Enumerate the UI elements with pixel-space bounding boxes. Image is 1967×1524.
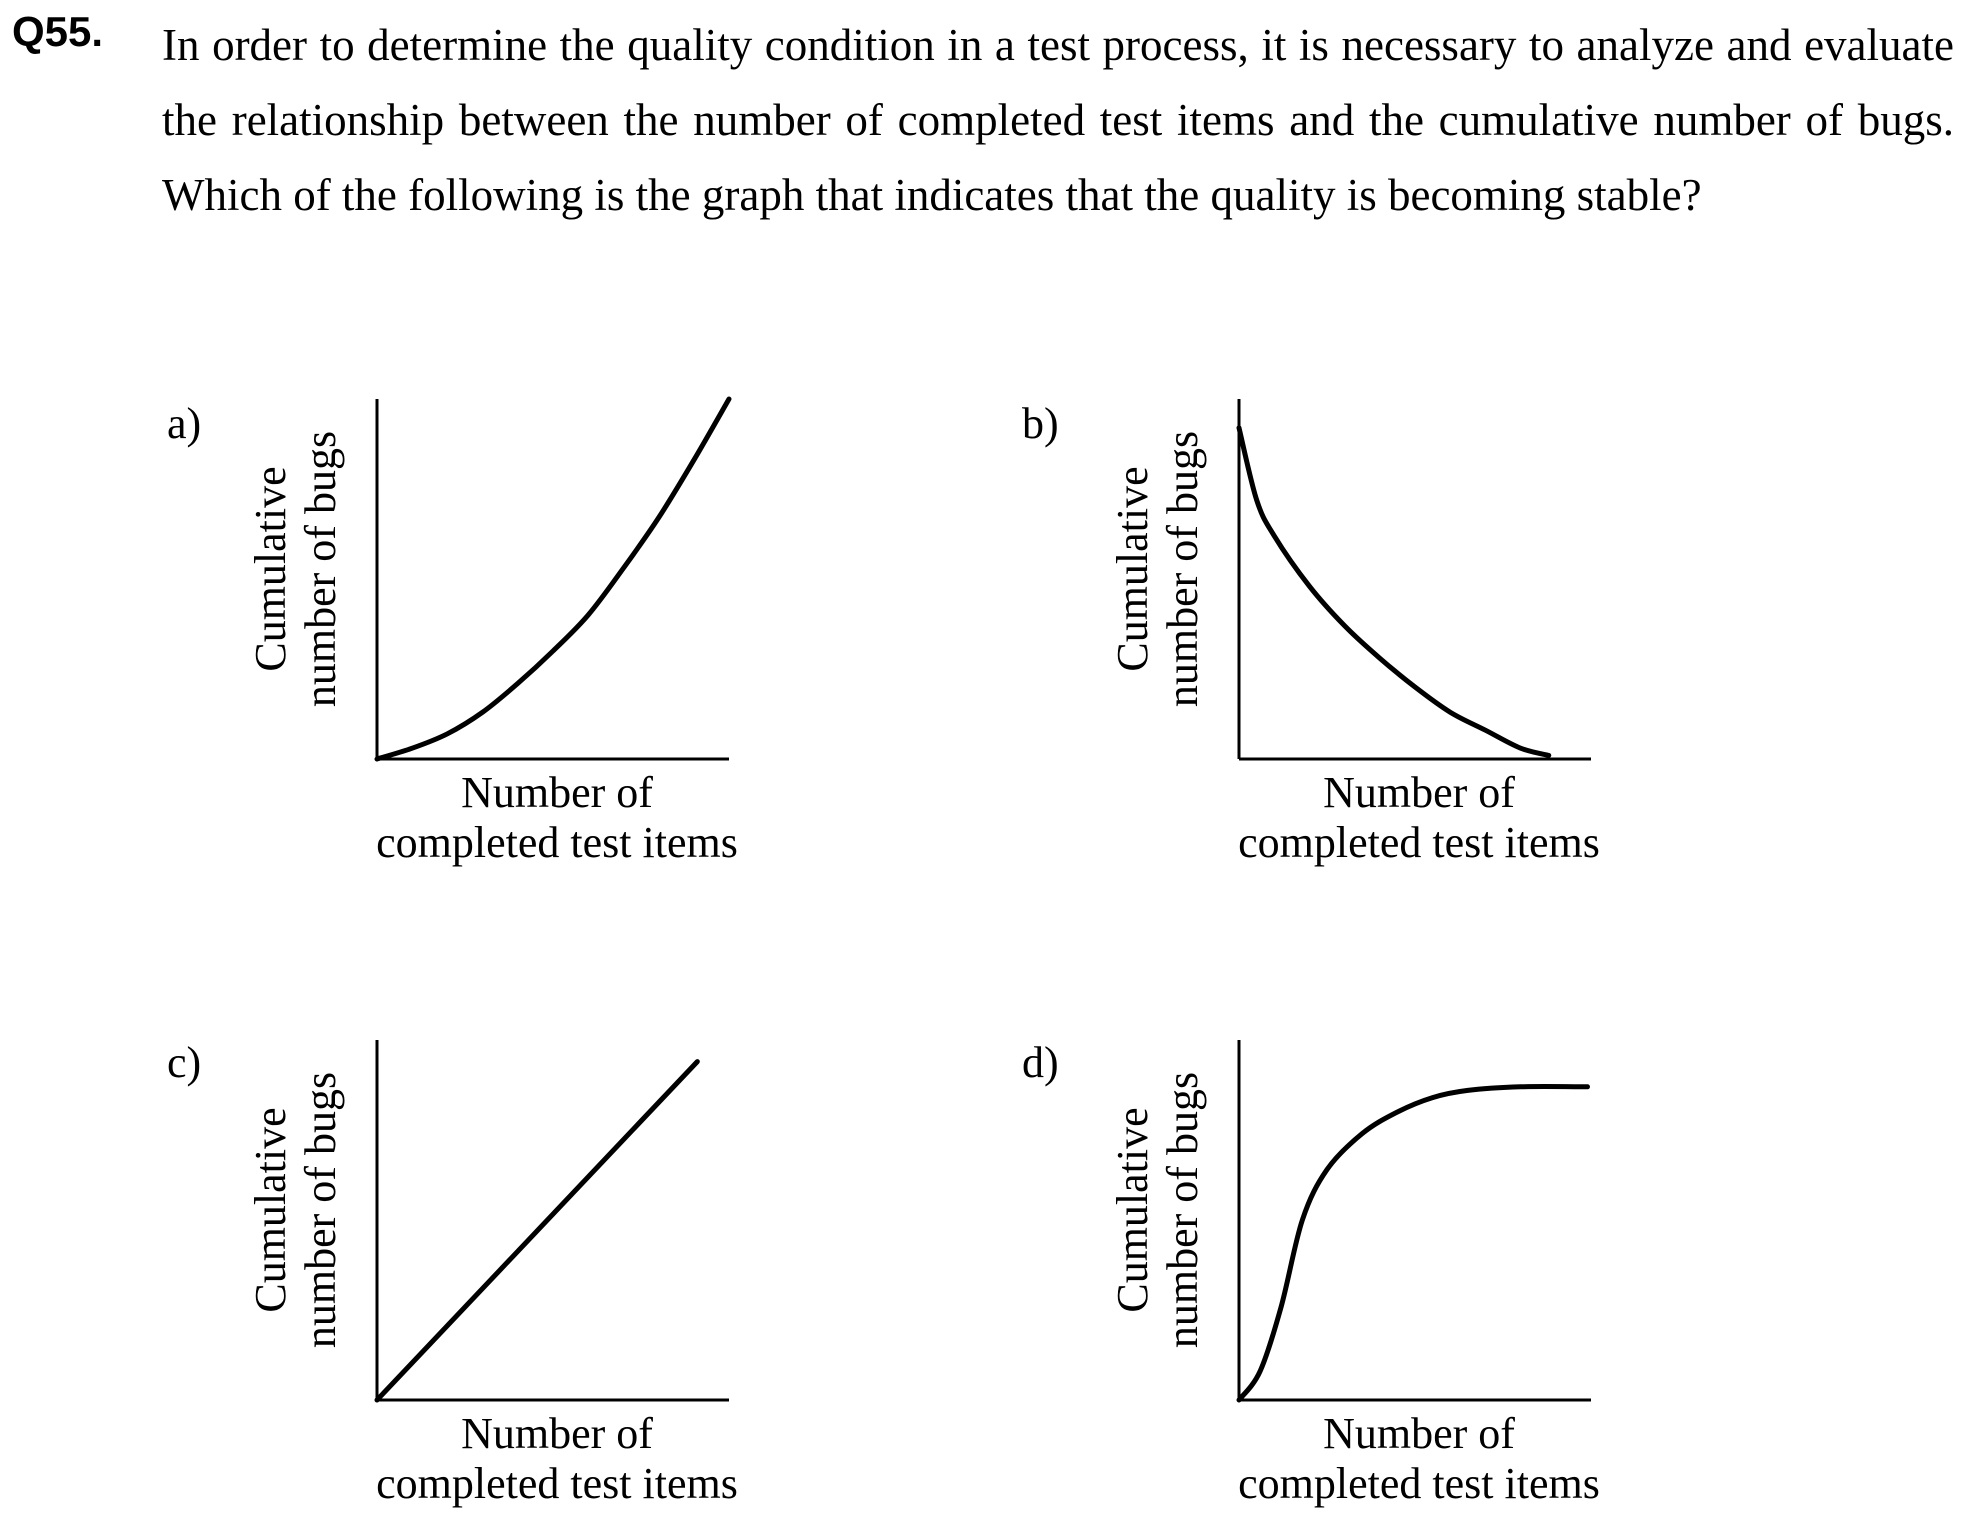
x-axis-label: Number of — [461, 1409, 653, 1458]
y-axis-label: number of bugs — [1158, 431, 1207, 707]
y-axis-label: number of bugs — [296, 1072, 345, 1348]
data-curve — [374, 1059, 700, 1403]
x-axis-label: completed test items — [376, 818, 738, 867]
question-text: In order to determine the quality condit… — [162, 20, 1954, 220]
option-label: b) — [1022, 399, 1059, 448]
x-axis-label: Number of — [1323, 768, 1515, 817]
data-curve — [374, 396, 732, 762]
x-axis-label: completed test items — [376, 1459, 738, 1508]
x-axis-label: Number of — [1323, 1409, 1515, 1458]
x-axis-label: completed test items — [1238, 1459, 1600, 1508]
option-label: d) — [1022, 1038, 1059, 1087]
y-axis-label: number of bugs — [296, 431, 345, 707]
y-axis-label: Cumulative — [1108, 466, 1157, 671]
x-axis-label: Number of — [461, 768, 653, 817]
data-curve — [1236, 425, 1552, 758]
option-label: a) — [167, 399, 201, 448]
option-label: c) — [167, 1038, 201, 1087]
data-curve — [1236, 1084, 1590, 1403]
y-axis-label: Cumulative — [246, 1107, 295, 1312]
y-axis-label: Cumulative — [246, 466, 295, 671]
y-axis-label: number of bugs — [1158, 1072, 1207, 1348]
x-axis-label: completed test items — [1238, 818, 1600, 867]
question-number: Q55. — [12, 8, 104, 55]
y-axis-label: Cumulative — [1108, 1107, 1157, 1312]
